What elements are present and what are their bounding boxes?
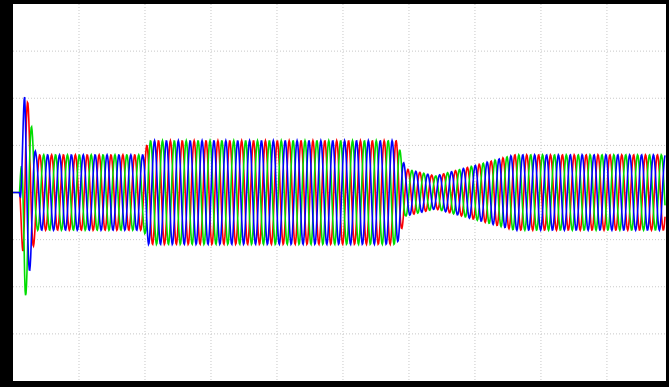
waves <box>13 96 666 296</box>
wave <box>13 96 666 272</box>
frame-top <box>0 0 669 4</box>
frame-left <box>0 0 13 387</box>
frame-right <box>666 0 669 387</box>
frame-bottom <box>0 381 669 387</box>
